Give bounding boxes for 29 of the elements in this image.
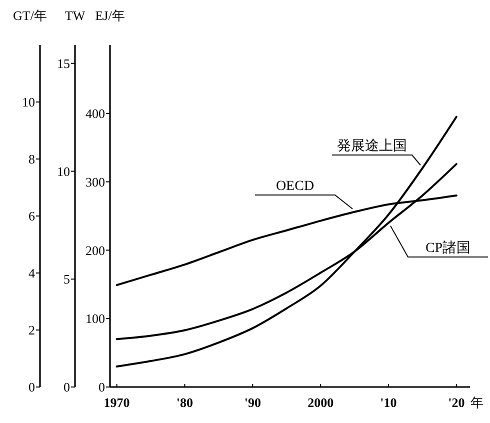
- y-tick-label: 400: [86, 106, 105, 121]
- x-axis-title: 年: [470, 395, 484, 410]
- y-tick-label: 100: [86, 311, 105, 326]
- text: CP諸国: [425, 240, 471, 256]
- y-tick-label: 200: [86, 242, 105, 258]
- x-tick-label: '20: [448, 395, 465, 410]
- series-label: 発展途上国: [337, 138, 407, 154]
- y2-tick-label: 15: [57, 56, 70, 71]
- y2-tick-label: 10: [57, 164, 70, 179]
- y-axis-title: EJ/年: [95, 8, 125, 23]
- y3-tick-label: 2: [28, 322, 35, 338]
- y-tick-label: 300: [86, 174, 105, 190]
- y3-tick-label: 4: [28, 266, 36, 281]
- x-tick-label: '10: [380, 395, 397, 410]
- y2-axis-title: TW: [64, 8, 86, 23]
- y3-axis-title: GT/年: [13, 8, 47, 23]
- y3-tick-label: 0: [28, 380, 35, 395]
- x-tick-label: '80: [176, 395, 194, 410]
- y2-tick-label: 5: [64, 272, 70, 287]
- y3-tick-label: 8: [28, 152, 35, 167]
- y3-tick-label: 6: [28, 208, 36, 224]
- x-tick-label: 1970: [104, 395, 130, 410]
- y3-tick-label: 10: [22, 94, 35, 110]
- line-series: [116, 116, 458, 368]
- y-tick-label: 0: [98, 380, 105, 395]
- x-tick-label: '90: [244, 395, 261, 410]
- y2-tick-label: 0: [64, 380, 70, 395]
- series-label: OECD: [276, 179, 314, 194]
- x-tick-label: 2000: [308, 395, 334, 410]
